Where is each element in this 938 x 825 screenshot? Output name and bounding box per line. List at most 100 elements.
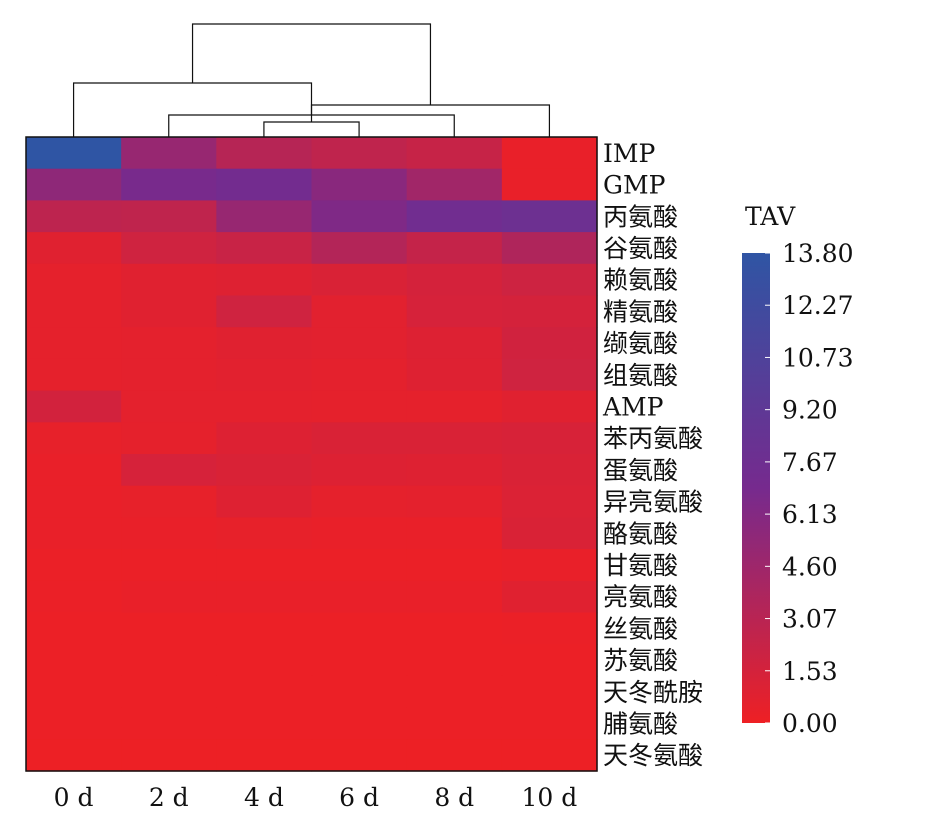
heatmap-cell (26, 295, 122, 328)
heatmap-cell (406, 454, 503, 487)
heatmap-cell (26, 549, 122, 582)
heatmap-cell (501, 612, 598, 645)
heatmap-cell (501, 454, 598, 487)
heatmap-cell (216, 263, 313, 297)
heatmap-cell (406, 263, 503, 297)
heatmap-cell (216, 327, 313, 360)
heatmap-cell (26, 327, 122, 360)
heatmap-cell (311, 580, 408, 614)
row-label: 天冬酰胺 (603, 678, 703, 707)
heatmap-cell (121, 390, 217, 423)
heatmap-cell (26, 675, 122, 709)
dendrogram-link (263, 121, 360, 137)
heatmap-cell (216, 707, 313, 740)
heatmap-cell (406, 612, 503, 645)
heatmap-cell (501, 295, 598, 328)
heatmap-cell (121, 422, 217, 455)
heatmap-cell (121, 327, 217, 360)
heatmap-cell (216, 137, 313, 170)
heatmap-cell (501, 232, 598, 265)
heatmap-cell (406, 390, 503, 423)
row-label: 甘氨酸 (603, 551, 678, 580)
dendrogram-link (191, 23, 432, 105)
heatmap-cell (216, 200, 313, 233)
heatmap-cell (406, 549, 503, 582)
row-label: 亮氨酸 (603, 583, 678, 612)
heatmap-cell (406, 485, 503, 518)
heatmap-cell (501, 517, 598, 550)
column-label: 2 d (149, 783, 189, 812)
heatmap-cell (26, 422, 122, 455)
heatmap-cell (216, 454, 313, 487)
heatmap-cell (311, 390, 408, 423)
heatmap-cell (121, 263, 217, 297)
row-label: 缬氨酸 (603, 329, 678, 358)
heatmap-cell (121, 675, 217, 709)
heatmap-cell (26, 358, 122, 392)
heatmap-cell (121, 358, 217, 392)
heatmap-cell (406, 137, 503, 170)
heatmap-cell (311, 485, 408, 518)
heatmap-cell (501, 675, 598, 709)
heatmap-cell (311, 232, 408, 265)
heatmap-cell (216, 517, 313, 550)
row-label: 天冬氨酸 (603, 741, 703, 770)
column-label: 8 d (434, 783, 474, 812)
row-label: 组氨酸 (603, 361, 678, 390)
heatmap-cell (216, 644, 313, 677)
heatmap-cell (26, 485, 122, 518)
row-label: 酪氨酸 (603, 519, 678, 548)
heatmap-cell (501, 327, 598, 360)
heatmap-frame (25, 136, 598, 772)
colorbar-tick-label: 1.53 (782, 657, 838, 686)
heatmap-cell (311, 327, 408, 360)
heatmap-cell (121, 454, 217, 487)
heatmap-cells (26, 137, 598, 772)
row-label: AMP (602, 392, 663, 421)
heatmap-cell (406, 200, 503, 233)
heatmap-cell (501, 485, 598, 518)
heatmap-cell (26, 390, 122, 423)
colorbar-tick-label: 12.27 (782, 291, 854, 320)
colorbar-tick-label: 0.00 (782, 709, 838, 738)
heatmap-cell (311, 358, 408, 392)
heatmap-cell (121, 168, 217, 201)
column-dendrogram (72, 23, 551, 137)
row-label: 苏氨酸 (603, 646, 678, 675)
heatmap-cell (311, 517, 408, 550)
colorbar-tick-label: 7.67 (782, 448, 838, 477)
colorbar-tick-label: 6.13 (782, 500, 838, 529)
heatmap-cell (311, 422, 408, 455)
heatmap-cell (216, 739, 313, 772)
heatmap-cell (501, 137, 598, 170)
dendrogram-link (310, 104, 551, 137)
heatmap-cell (501, 168, 598, 201)
heatmap-cell (26, 644, 122, 677)
colorbar-tick-label: 13.80 (782, 239, 854, 268)
heatmap-cell (121, 707, 217, 740)
colorbar-tick-label: 4.60 (782, 552, 838, 581)
heatmap-cell (216, 422, 313, 455)
column-label: 10 d (522, 783, 578, 812)
heatmap-cell (311, 137, 408, 170)
heatmap-cell (121, 485, 217, 518)
heatmap-cell (216, 358, 313, 392)
row-label: 丙氨酸 (603, 202, 678, 231)
heatmap-cell (406, 232, 503, 265)
heatmap-cell (26, 263, 122, 297)
heatmap-cell (216, 485, 313, 518)
heatmap-cell (216, 580, 313, 614)
colorbar-title: TAV (745, 202, 796, 231)
heatmap-cell (501, 358, 598, 392)
heatmap-cell (216, 168, 313, 201)
heatmap-cell (406, 580, 503, 614)
heatmap-cell (121, 295, 217, 328)
heatmap-cell (406, 327, 503, 360)
heatmap-cell (216, 295, 313, 328)
heatmap-cell (216, 232, 313, 265)
heatmap-cell (406, 739, 503, 772)
heatmap-cell (311, 200, 408, 233)
heatmap-cell (406, 295, 503, 328)
